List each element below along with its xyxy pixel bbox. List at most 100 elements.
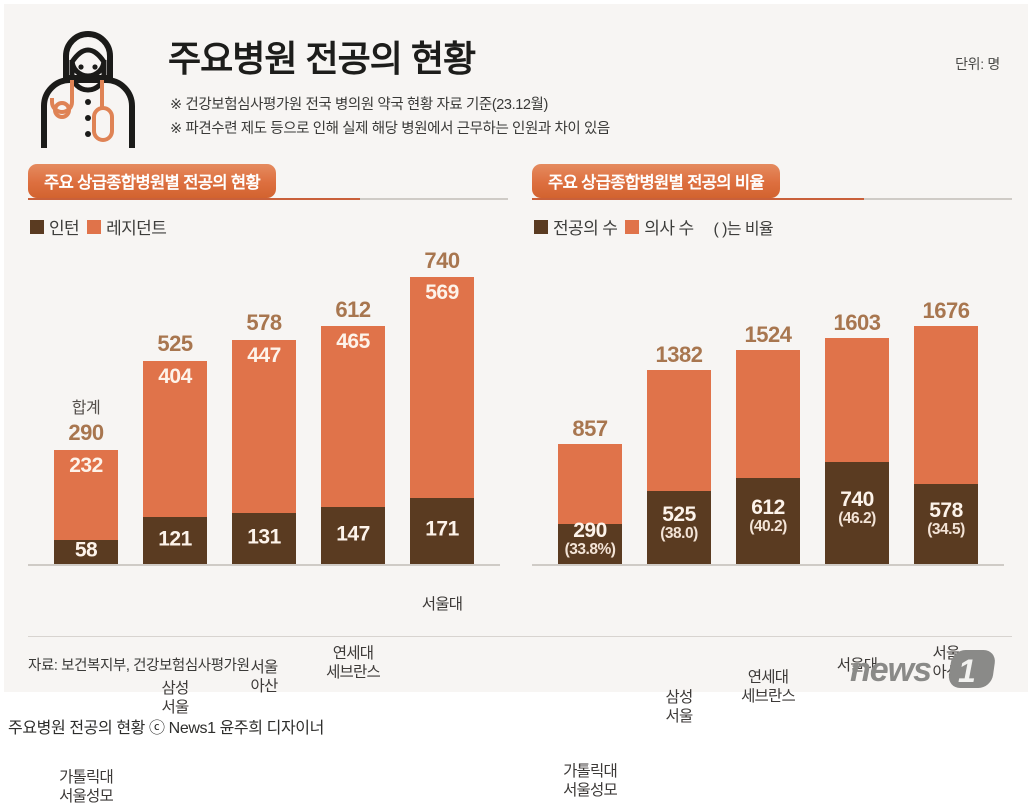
bar-group-left-2[interactable]: 578 447 131 서울 아산 <box>232 310 296 695</box>
bar-value-intern-left-1: 121 <box>158 527 192 551</box>
legend-item-trainee-count: 전공의 수 <box>534 214 618 239</box>
x-label-right-3-line1: 서울대 <box>836 657 878 674</box>
bar-group-left-3[interactable]: 612 465 147 연세대 세브란스 <box>321 297 385 681</box>
x-label-right-0: 가톨릭대 서울성모 <box>536 762 644 801</box>
legend-label-intern: 인턴 <box>49 219 80 238</box>
bar-value-trainees-right-3: 740 (46.2) <box>825 488 889 528</box>
bar-segment-intern-left-1: 121 <box>143 517 207 564</box>
left-legend: 인턴 레지던트 <box>30 214 167 239</box>
bar-segment-doctors-right-0 <box>558 444 622 524</box>
bar-value-intern-left-0: 58 <box>74 538 98 562</box>
bar-ratio-right-4: (34.5) <box>927 521 965 539</box>
bar-ratio-right-0: (33.8%) <box>564 541 616 559</box>
left-section-title: 주요 상급종합병원별 전공의 현황 <box>28 164 277 198</box>
legend-label-trainee-count: 전공의 수 <box>553 219 618 238</box>
bar-segment-resident-left-0: 232 <box>54 450 118 540</box>
right-legend: 전공의 수 의사 수 ( )는 비율 <box>534 214 774 239</box>
x-label-left-3-line2: 세브란스 <box>326 664 381 682</box>
bar-segment-doctors-right-1 <box>647 370 711 491</box>
legend-label-resident: 레지던트 <box>106 219 167 238</box>
bar-total-left-3: 612 <box>335 297 371 322</box>
x-label-left-1-line1: 삼성 <box>161 680 190 697</box>
left-baseline <box>28 564 500 566</box>
infographic-canvas: 주요병원 전공의 현황 ※ 건강보험심사평가원 전국 병의원 약국 현황 자료 … <box>4 4 1028 806</box>
bar-total-left-4: 740 <box>424 248 460 273</box>
bar-value-resident-left-1: 404 <box>158 365 192 388</box>
bar-segment-doctors-right-2 <box>736 350 800 478</box>
bar-segment-intern-left-4: 171 <box>410 498 474 564</box>
x-label-left-0-line2: 서울성모 <box>59 788 114 806</box>
footer-divider <box>28 636 1012 637</box>
bar-value-number-right-1: 525 <box>662 502 696 526</box>
bar-group-right-3[interactable]: 1603 740 (46.2) 서울대 <box>825 310 889 674</box>
x-label-left-2: 서울 아산 <box>210 658 318 697</box>
svg-text:1: 1 <box>958 653 976 689</box>
bar-value-trainees-right-4: 578 (34.5) <box>914 499 978 539</box>
bar-value-intern-left-3: 147 <box>336 522 370 546</box>
legend-item-doctor-count: 의사 수 <box>625 214 694 239</box>
bar-value-number-right-4: 578 <box>929 499 963 523</box>
bar-total-right-4: 1676 <box>922 298 970 323</box>
bar-group-left-4[interactable]: 740 569 171 서울대 <box>410 248 474 613</box>
x-label-right-0-line1: 가톨릭대 <box>563 763 618 780</box>
right-section-header: 주요 상급종합병원별 전공의 비율 <box>532 164 1012 200</box>
x-label-left-0-line1: 가톨릭대 <box>59 769 114 786</box>
x-label-right-1-line2: 서울 <box>665 708 694 726</box>
right-chart-panel: 주요 상급종합병원별 전공의 비율 전공의 수 의사 수 ( )는 비율 <box>532 164 1012 799</box>
bar-segment-doctors-right-4 <box>914 326 978 484</box>
source-note: 자료: 보건복지부, 건강보험심사평가원 <box>28 658 250 674</box>
bar-segment-trainees-right-2: 612 (40.2) <box>736 478 800 564</box>
image-caption: 주요병원 전공의 현황 ⓒ News1 윤주희 디자이너 <box>8 720 324 737</box>
bar-segment-intern-left-3: 147 <box>321 507 385 564</box>
bar-value-number-right-2: 612 <box>751 496 785 520</box>
bar-value-trainees-right-1: 525 (38.0) <box>647 503 711 543</box>
infographic-card: 주요병원 전공의 현황 ※ 건강보험심사평가원 전국 병의원 약국 현황 자료 … <box>4 4 1028 805</box>
svg-text:news: news <box>850 651 931 689</box>
bar-group-right-0[interactable]: 857 290 (33.8%) 가톨릭대 서울성모 <box>558 416 622 799</box>
bar-ratio-right-1: (38.0) <box>660 524 698 542</box>
bar-group-left-0[interactable]: 합계 290 232 58 가톨릭대 서울성모 <box>54 400 118 805</box>
bar-segment-trainees-right-0: 290 (33.8%) <box>558 519 622 564</box>
x-label-left-3: 연세대 세브란스 <box>299 644 407 683</box>
bar-value-intern-left-2: 131 <box>247 525 281 549</box>
bar-ratio-right-2: (40.2) <box>749 518 787 536</box>
unit-label: 단위: 명 <box>955 56 1000 72</box>
bar-value-resident-left-4: 569 <box>425 281 459 304</box>
bar-value-resident-left-2: 447 <box>247 344 281 367</box>
header-note-1: ※ 건강보험심사평가원 전국 병의원 약국 현황 자료 기준(23.12월) <box>170 97 548 113</box>
bar-segment-resident-left-4: 569 <box>410 277 474 498</box>
x-label-right-1: 삼성 서울 <box>625 688 733 727</box>
bar-value-trainees-right-2: 612 (40.2) <box>736 496 800 536</box>
bar-total-right-2: 1524 <box>744 322 792 347</box>
bar-total-left-1: 525 <box>157 331 193 356</box>
bar-group-right-2[interactable]: 1524 612 (40.2) 연세대 세브란스 <box>736 322 800 705</box>
x-label-left-4: 서울대 <box>388 595 496 614</box>
legend-swatch-intern <box>30 219 44 234</box>
right-baseline <box>532 564 1004 566</box>
bar-segment-resident-left-1: 404 <box>143 361 207 517</box>
bar-group-right-1[interactable]: 1382 525 (38.0) 삼성 서울 <box>647 342 711 725</box>
news1-logo: news 1 <box>850 647 1000 696</box>
bar-total-left-0: 290 <box>68 420 104 445</box>
x-label-left-3-line1: 연세대 <box>332 645 374 662</box>
bar-segment-doctors-right-3 <box>825 338 889 462</box>
x-label-right-2-line2: 세브란스 <box>741 688 796 706</box>
bar-total-caption-left-0: 합계 <box>71 400 101 417</box>
x-label-left-2-line1: 서울 <box>250 659 279 676</box>
x-label-left-1-line2: 서울 <box>161 699 190 717</box>
bar-segment-resident-left-3: 465 <box>321 326 385 507</box>
bar-segment-intern-left-2: 131 <box>232 513 296 564</box>
x-label-left-0: 가톨릭대 서울성모 <box>32 768 140 807</box>
left-header-rule <box>28 198 508 200</box>
bar-value-number-right-3: 740 <box>840 488 874 512</box>
bar-segment-resident-left-2: 447 <box>232 340 296 513</box>
bar-group-left-1[interactable]: 525 404 121 삼성 서울 <box>143 331 207 716</box>
right-section-title: 주요 상급종합병원별 전공의 비율 <box>532 164 781 198</box>
bar-total-right-0: 857 <box>572 416 608 441</box>
bar-ratio-right-3: (46.2) <box>838 510 876 528</box>
legend-swatch-doctor-count <box>625 219 640 234</box>
bar-group-right-4[interactable]: 1676 578 (34.5) 서울 아산 <box>914 298 978 681</box>
left-chart-panel: 주요 상급종합병원별 전공의 현황 인턴 레지던트 합계 290 <box>28 164 508 805</box>
x-label-left-1: 삼성 서울 <box>121 679 229 718</box>
bar-value-resident-left-3: 465 <box>336 330 370 353</box>
